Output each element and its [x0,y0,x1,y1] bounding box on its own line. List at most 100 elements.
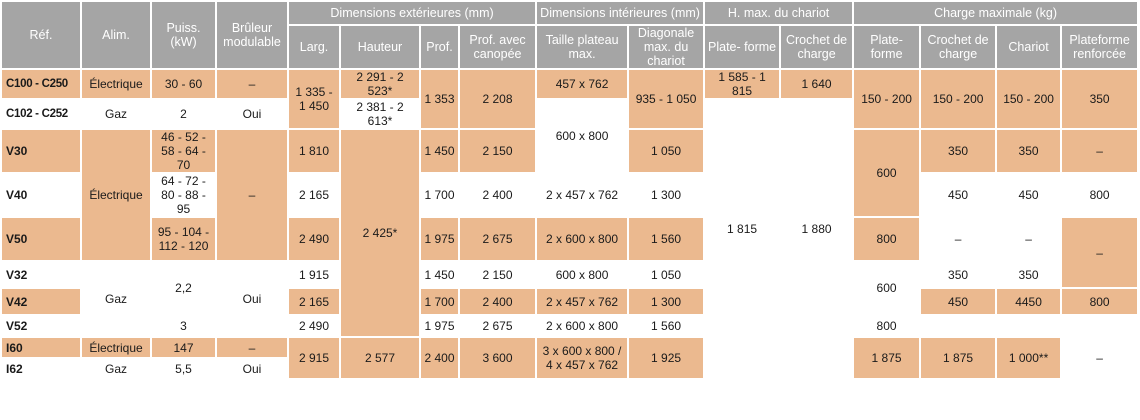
header-prof-avec-canopee: Prof. avec canopée [457,24,538,70]
h-crochet-cell: 1 880 [779,98,855,359]
header-alim: Alim. [80,0,152,70]
ref-cell: V40 [0,172,82,218]
hauteur-cell: 2 291 - 2 523* [339,68,421,100]
ref-cell: I62 [0,357,82,380]
puissance-cell: 2,2 [150,260,217,316]
table-row: V52 3 2 490 1 975 2 675 2 x 600 x 800 1 … [0,314,1140,338]
prof-canopee-cell: 2 400 [457,287,538,316]
header-dimensions-exterieures: Dimensions extérieures (mm) [286,0,538,26]
header-hauteur: Hauteur [339,24,421,70]
alim-cell: Électrique [80,128,152,262]
puissance-cell: 95 - 104 - 112 - 120 [150,216,217,262]
charge-renforcee-cell: – [1060,128,1140,174]
header-dimensions-interieures: Dimensions intérieures (mm) [535,0,706,26]
hauteur-cell: 2 577 [339,336,421,380]
header-taille-plateau: Taille plateau max. [535,24,630,70]
alim-cell: Gaz [80,98,152,130]
header-diagonale-chariot: Diagonale max. du chariot [627,24,706,70]
diagonale-cell: 935 - 1 050 [627,68,706,130]
puissance-cell: 30 - 60 [150,68,217,100]
diagonale-cell: 1 300 [627,172,706,218]
taille-plateau-cell: 3 x 600 x 800 / 4 x 457 x 762 [535,336,630,380]
table-row: V42 2 165 1 700 2 400 2 x 457 x 762 1 30… [0,287,1140,316]
header-ref: Réf. [0,0,82,70]
charge-chariot-cell: 450 [995,172,1063,218]
charge-renforcee-cell: 800 [1060,172,1140,218]
bruleur-cell: Oui [215,98,289,130]
h-plateforme-cell: 1 815 [703,98,782,359]
charge-renforcee-cell: – [1060,216,1140,289]
taille-plateau-cell: 2 x 600 x 800 [535,314,630,338]
header-charge-chariot: Chariot [995,24,1063,70]
ref-cell: V30 [0,128,82,174]
header-largeur: Larg. [287,24,341,70]
hauteur-cell: 2 425* [339,128,421,338]
h-plateforme-cell: 1 875 [852,336,922,380]
header-bruleur-modulable: Brûleur modulable [215,0,289,70]
prof-canopee-cell: 2 208 [457,68,538,130]
table-row: C100 - C250 Électrique 30 - 60 – 1 335 -… [0,68,1140,130]
charge-chariot-cell: 4450 [995,287,1063,316]
puissance-cell: 46 - 52 - 58 - 64 - 70 [150,128,217,174]
profondeur-cell: 1 353 [419,68,460,130]
charge-crochet-cell: – [919,216,998,262]
charge-plateforme-cell: 150 - 200 [852,68,922,130]
puissance-cell: 3 [150,314,217,338]
prof-canopee-cell: 2 675 [457,216,538,262]
charge-renforcee-cell: 350 [1060,68,1140,130]
largeur-cell: 2 165 [287,287,341,316]
puissance-cell: 2 [150,98,217,130]
prof-canopee-cell: 2 400 [457,172,538,218]
h-plateforme-cell: 1 585 - 1 815 [703,68,782,100]
specifications-table: Réf. Alim. Puiss. (kW) Brûleur modulable… [0,0,1140,380]
charge-renforcee-cell: 800 [1060,287,1140,316]
header-h-crochet-de-charge: Crochet de charge [779,24,855,70]
bruleur-cell: Oui [215,260,289,338]
charge-crochet-cell: 150 - 200 [919,68,998,130]
charge-plateforme-cell: 800 [852,216,922,262]
charge-crochet-cell: 350 [919,128,998,174]
table-row: V40 64 - 72 - 80 - 88 - 95 2 165 1 700 2… [0,172,1140,218]
prof-canopee-cell: 2 150 [457,260,538,289]
charge-plateforme-cell: 600 [852,128,922,218]
table-row: V30 Électrique 46 - 52 - 58 - 64 - 70 – … [0,128,1140,338]
puissance-cell: 5,5 [150,357,217,380]
bruleur-cell: – [215,68,289,100]
table-row: C102 - C252 Gaz 2 Oui 2 381 - 2 613* 600… [0,98,1139,359]
alim-cell: Gaz [80,260,152,338]
taille-plateau-cell: 600 x 800 [535,260,630,289]
puissance-cell: 64 - 72 - 80 - 88 - 95 [150,172,217,218]
taille-plateau-cell: 457 x 762 [535,68,630,100]
table-row: I62 Gaz 5,5 Oui [0,357,1139,380]
ref-cell: V52 [0,314,82,338]
bruleur-cell: – [215,128,289,262]
largeur-cell: 2 165 [287,172,341,218]
header-plateforme-renforcee: Plateforme renforcée [1060,24,1140,70]
taille-plateau-cell: 2 x 600 x 800 [535,216,630,262]
prof-canopee-cell: 2 150 [457,128,538,174]
ref-cell: I60 [0,336,82,359]
profondeur-cell: 1 700 [419,287,460,316]
charge-plateforme-cell: 600 [852,260,922,316]
alim-cell: Électrique [80,68,152,100]
header-charge-plateforme: Plate- forme [852,24,922,70]
ref-cell: V42 [0,287,82,316]
table-row: I60 Électrique 147 – 2 915 2 577 2 400 3… [0,336,1140,380]
header-puissance: Puiss. (kW) [150,0,217,70]
profondeur-cell: 1 975 [419,216,460,262]
h-crochet-cell: 1 640 [779,68,855,100]
profondeur-cell: 2 400 [419,336,460,380]
table-row: V50 95 - 104 - 112 - 120 2 490 1 975 2 6… [0,216,1140,289]
taille-plateau-cell: 600 x 800 [535,98,630,174]
taille-plateau-cell: 2 x 457 x 762 [535,287,630,316]
diagonale-cell: 1 560 [627,216,706,262]
diagonale-cell: 1 300 [627,287,706,316]
header-h-max-chariot: H. max. du chariot [703,0,855,26]
ref-cell: V50 [0,216,82,262]
diagonale-cell: 1 925 [627,336,706,380]
profondeur-cell: 1 975 [419,314,460,338]
charge-plateforme-cell: 1 000** [995,336,1063,380]
largeur-cell: 1 335 - 1 450 [287,68,341,130]
ref-cell: V32 [0,260,82,289]
charge-empty-cell [919,314,1140,338]
